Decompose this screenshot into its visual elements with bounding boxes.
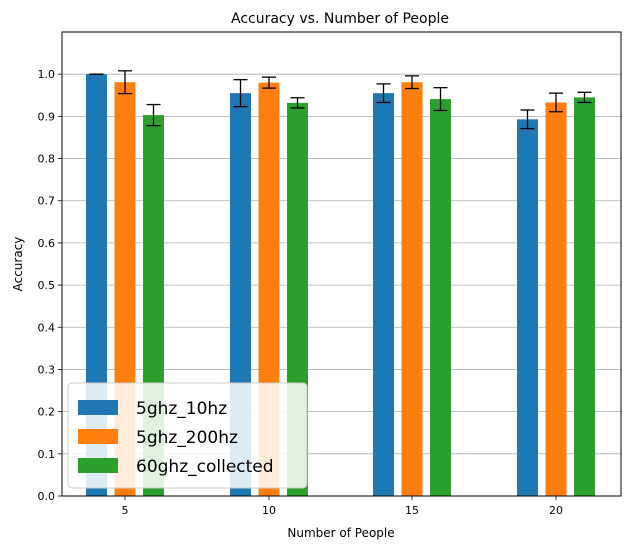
legend-label: 5ghz_10hz — [136, 399, 227, 419]
error-bars — [89, 70, 592, 130]
y-tick-label: 0.0 — [38, 490, 56, 503]
y-axis-label: Accuracy — [11, 237, 25, 292]
legend-swatch — [78, 429, 118, 444]
x-axis-label: Number of People — [287, 526, 394, 540]
legend-swatch — [78, 400, 118, 415]
chart-title: Accuracy vs. Number of People — [231, 11, 449, 27]
y-tick-label: 0.6 — [38, 237, 56, 250]
y-tick-label: 0.3 — [38, 363, 56, 376]
y-tick-label: 0.7 — [38, 195, 56, 208]
y-tick-label: 0.9 — [38, 110, 56, 123]
plot-frame — [61, 31, 622, 497]
legend: 5ghz_10hz 5ghz_200hz 60ghz_collected — [67, 382, 308, 489]
y-tick-label: 1.0 — [38, 68, 56, 81]
y-tick-label: 0.5 — [38, 279, 56, 292]
x-tick-label: 10 — [262, 504, 276, 517]
y-tick-label: 0.4 — [38, 321, 56, 334]
x-tick-label: 5 — [122, 504, 129, 517]
x-tick-label: 20 — [549, 504, 563, 517]
bar — [574, 97, 595, 496]
bar — [430, 99, 451, 496]
legend-label: 60ghz_collected — [136, 457, 274, 477]
bar — [401, 82, 423, 497]
legend-swatch — [78, 458, 118, 473]
bar — [373, 93, 394, 496]
legend-label: 5ghz_200hz — [136, 428, 238, 448]
bar — [517, 119, 538, 497]
bar — [545, 102, 567, 496]
y-axis-ticks: 0.0 0.1 0.2 0.3 0.4 0.5 0.6 0.7 0.8 0.9 1.0 — [38, 68, 62, 503]
x-tick-label: 15 — [405, 504, 419, 517]
y-tick-label: 0.2 — [38, 406, 56, 419]
x-axis-ticks: 5 10 15 20 — [122, 496, 563, 517]
y-tick-label: 0.1 — [38, 448, 56, 461]
y-tick-label: 0.8 — [38, 153, 56, 166]
legend-frame — [67, 382, 308, 489]
